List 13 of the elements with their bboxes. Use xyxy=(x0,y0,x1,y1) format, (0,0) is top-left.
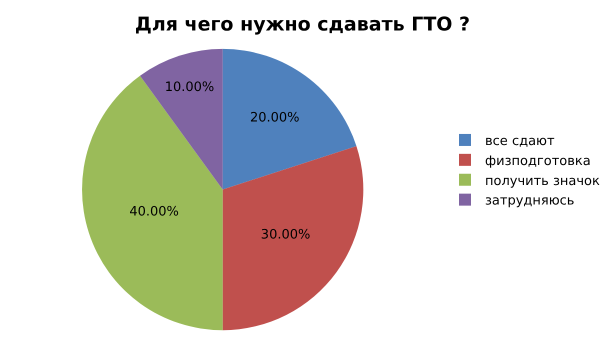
data-label: 20.00% xyxy=(250,110,300,126)
pie-slice xyxy=(222,48,356,190)
pie-slice xyxy=(82,76,223,330)
data-label: 10.00% xyxy=(164,80,214,95)
legend-label: затрудняюсь xyxy=(485,194,574,209)
pie-slice xyxy=(222,146,364,330)
legend-label: получить значок xyxy=(485,174,600,189)
data-label: 30.00% xyxy=(260,228,310,243)
legend-label: физподготовка xyxy=(485,154,591,169)
chart-title: Для чего нужно сдавать ГТО ? xyxy=(134,13,470,36)
data-label: 40.00% xyxy=(129,204,179,220)
legend-label: все сдают xyxy=(485,134,555,150)
pie-slice xyxy=(140,48,223,190)
